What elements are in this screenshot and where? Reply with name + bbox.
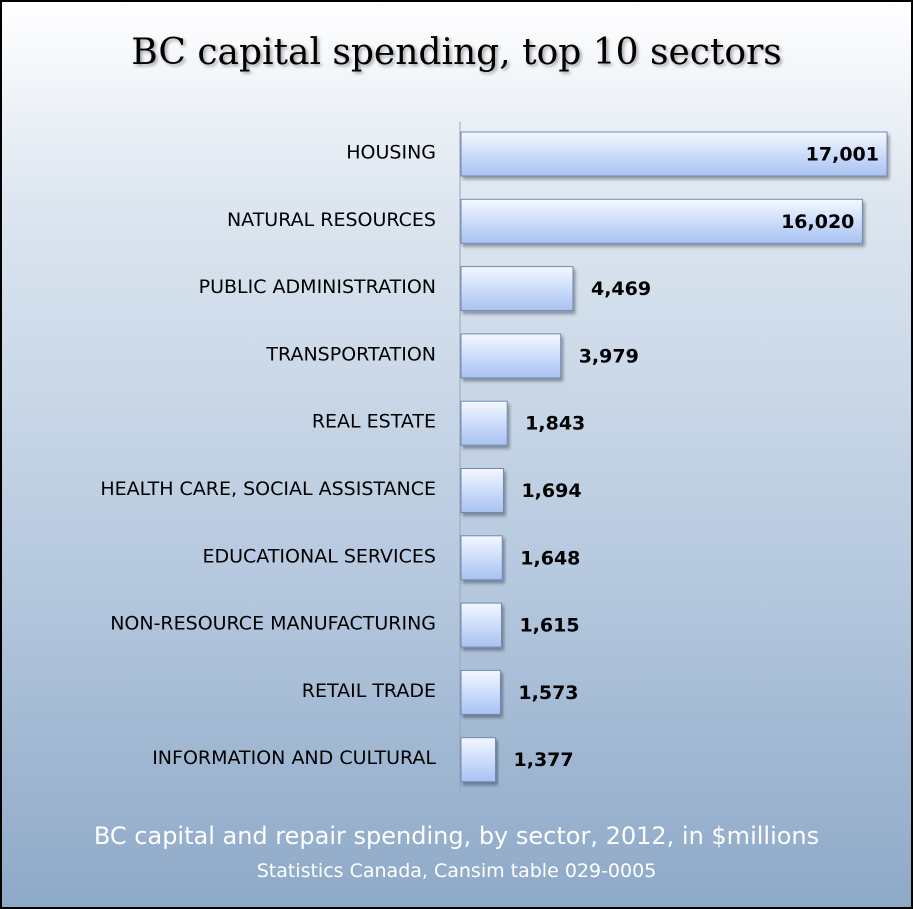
category-label-2: NATURAL RESOURCES xyxy=(227,209,436,231)
chart-source: Statistics Canada, Cansim table 029-0005 xyxy=(256,860,657,882)
value-label-8: 1,615 xyxy=(519,615,579,637)
value-label-4: 3,979 xyxy=(579,345,639,367)
category-label-3: PUBLIC ADMINISTRATION xyxy=(199,276,436,298)
value-label-10: 1,377 xyxy=(514,749,574,771)
category-label-6: HEALTH CARE, SOCIAL ASSISTANCE xyxy=(100,478,436,500)
bar-9 xyxy=(460,669,501,715)
value-label-2: 16,020 xyxy=(781,211,854,233)
category-label-1: HOUSING xyxy=(346,142,436,164)
category-label-5: REAL ESTATE xyxy=(312,411,436,433)
chart-title: BC capital spending, top 10 sectors xyxy=(131,32,782,73)
category-label-7: EDUCATIONAL SERVICES xyxy=(203,545,437,567)
value-label-6: 1,694 xyxy=(521,480,581,502)
bar-1 xyxy=(460,131,888,177)
value-label-1: 17,001 xyxy=(806,144,879,166)
category-label-4: TRANSPORTATION xyxy=(265,343,436,365)
value-label-3: 4,469 xyxy=(591,278,651,300)
value-label-9: 1,573 xyxy=(518,682,578,704)
bar-3 xyxy=(460,266,574,312)
bar-7 xyxy=(460,535,503,581)
value-label-7: 1,648 xyxy=(520,547,580,569)
bar-4 xyxy=(460,333,562,379)
bar-8 xyxy=(460,602,502,648)
bar-2 xyxy=(460,198,863,244)
bar-10 xyxy=(460,737,497,783)
value-label-5: 1,843 xyxy=(525,413,585,435)
category-label-10: INFORMATION AND CULTURAL xyxy=(152,747,436,769)
category-label-8: NON-RESOURCE MANUFACTURING xyxy=(110,613,436,635)
category-label-9: RETAIL TRADE xyxy=(302,680,436,702)
bar-5 xyxy=(460,400,508,446)
bar-6 xyxy=(460,468,504,513)
chart-caption: BC capital and repair spending, by secto… xyxy=(93,822,820,850)
